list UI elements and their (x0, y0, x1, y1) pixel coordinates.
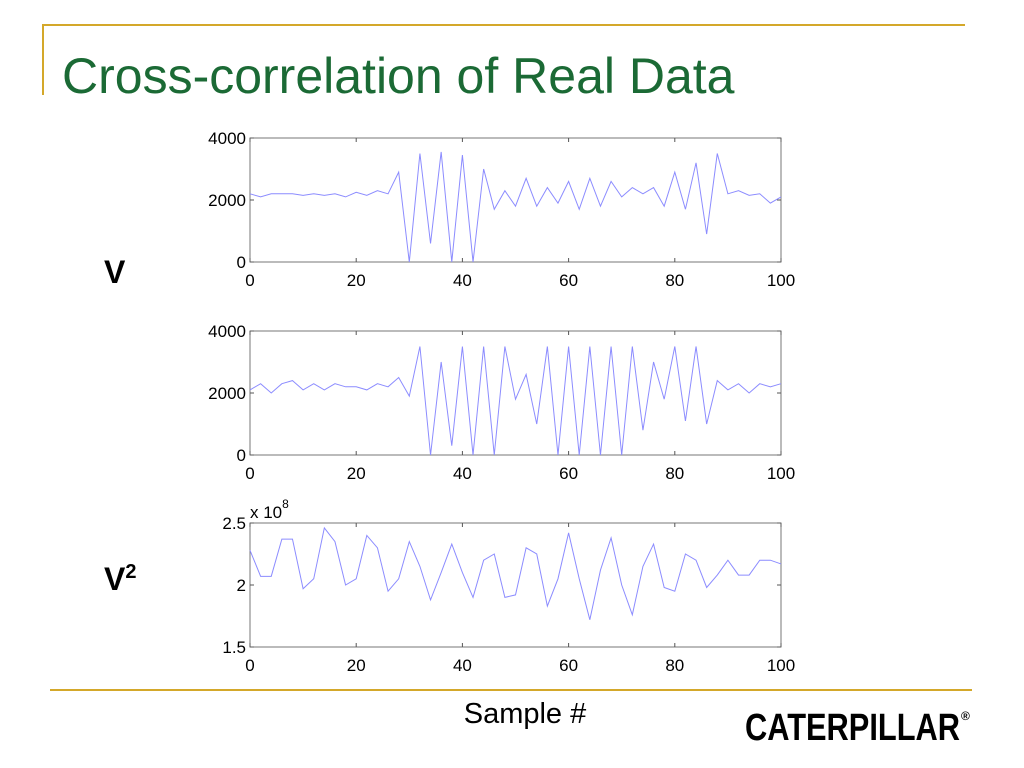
y-multiplier-exp: 8 (282, 497, 289, 511)
x-tick-label: 0 (245, 464, 254, 483)
brand-mark: ® (961, 709, 970, 723)
x-tick-label: 80 (665, 271, 684, 290)
plot-frame (249, 522, 782, 648)
x-tick-label: 80 (665, 464, 684, 483)
y-tick-label: 2000 (208, 191, 246, 210)
y-tick-label: 2000 (208, 384, 246, 403)
x-tick-label: 0 (245, 656, 254, 675)
row-label: V (104, 254, 126, 290)
y-multiplier-base: x 10 (250, 503, 282, 522)
x-tick-label: 100 (767, 656, 795, 675)
y-tick-label: 0 (237, 446, 246, 465)
plot-frame (249, 137, 782, 263)
data-line (249, 526, 782, 620)
row-label-sup: 2 (125, 561, 136, 583)
x-tick-label: 60 (559, 271, 578, 290)
x-tick-label: 40 (453, 271, 472, 290)
x-tick-label: 60 (559, 656, 578, 675)
x-tick-label: 20 (347, 656, 366, 675)
chart: 0 20 40 60 80 100 0 2000 4000 (208, 322, 795, 483)
y-tick-label: 1.5 (222, 638, 246, 657)
x-tick-label: 20 (347, 271, 366, 290)
chart: 0 20 40 60 80 100 0 2000 4000 (208, 129, 795, 290)
x-tick-label: 0 (245, 271, 254, 290)
y-tick-label: 4000 (208, 129, 246, 148)
x-tick-label: 80 (665, 656, 684, 675)
chart: 0 20 40 60 80 100 1.5 2 2.5x 108 (222, 497, 795, 675)
y-tick-label: 2 (237, 576, 246, 595)
y-tick-label: 0 (237, 253, 246, 272)
x-tick-label: 20 (347, 464, 366, 483)
y-multiplier: x 108 (250, 497, 289, 522)
x-tick-label: 100 (767, 271, 795, 290)
x-axis-title: Sample # (464, 698, 587, 730)
row-label-text: V (104, 254, 126, 290)
x-tick-label: 40 (453, 656, 472, 675)
data-line (249, 346, 782, 456)
row-label-text: V (104, 561, 126, 597)
row-label: V2 (104, 561, 136, 597)
data-line (249, 151, 782, 263)
x-tick-label: 40 (453, 464, 472, 483)
slide-title: Cross-correlation of Real Data (62, 48, 735, 104)
x-tick-label: 60 (559, 464, 578, 483)
brand-logo: CATERPILLAR (745, 707, 960, 749)
plot-frame (249, 330, 782, 456)
y-tick-label: 2.5 (222, 514, 246, 533)
x-tick-label: 100 (767, 464, 795, 483)
y-tick-label: 4000 (208, 322, 246, 341)
